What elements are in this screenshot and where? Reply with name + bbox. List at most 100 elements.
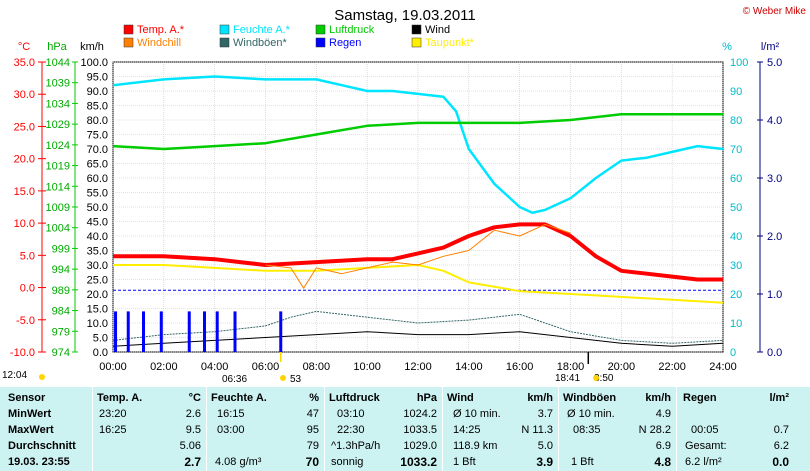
rain-current: 0.0 xyxy=(772,455,789,469)
pressure-tick: 1004 xyxy=(46,223,70,235)
legend-swatch xyxy=(411,24,422,35)
rain-bar xyxy=(203,311,206,352)
rain-total-label: Gesamt: xyxy=(685,440,727,452)
weather-chart: Samstag, 19.03.2011 © Weber Mike Temp. A… xyxy=(2,6,807,385)
wind-header: Wind xyxy=(447,392,474,404)
x-tick-label: 00:00 xyxy=(99,361,127,373)
series-line xyxy=(112,112,723,151)
humidity-tick: 70 xyxy=(730,144,742,156)
wind-tick: 25.0 xyxy=(87,275,108,287)
temp-current: 2.7 xyxy=(184,455,201,469)
wind-tick: 70.0 xyxy=(87,144,108,156)
pressure-max: 1033.5 xyxy=(403,424,437,436)
wind-tick: 40.0 xyxy=(87,231,108,243)
humidity-tick: 40 xyxy=(730,231,742,243)
grid xyxy=(112,61,724,353)
series-line xyxy=(265,223,571,289)
legend-label: Luftdruck xyxy=(329,24,375,36)
legend: Temp. A.*Windchill Feuchte A.*Windböen* Lu… xyxy=(123,24,475,49)
humidity-tick: 50 xyxy=(730,202,742,214)
humidity-current: 70 xyxy=(305,455,319,469)
time-annotation: 18:41 xyxy=(555,373,580,384)
humidity-tick: 90 xyxy=(730,86,742,98)
wind-bft: 1 Bft xyxy=(453,456,476,468)
temp-unit: °C xyxy=(18,41,30,53)
wind-unit-h: km/h xyxy=(527,392,553,404)
x-tick-label: 08:00 xyxy=(303,361,331,373)
x-tick-label: 02:00 xyxy=(150,361,178,373)
humidity-min: 47 xyxy=(306,408,319,420)
rain-tick: 0.0 xyxy=(767,347,782,359)
rain-tick: 2.0 xyxy=(767,231,782,243)
series-line xyxy=(113,264,724,304)
wind-tick: 55.0 xyxy=(87,188,108,200)
wind-tick: 15.0 xyxy=(87,304,108,316)
rain-bar xyxy=(126,311,130,352)
wind-tick: 10.0 xyxy=(87,318,108,330)
temp-tick: 30.0 xyxy=(14,89,35,101)
wind-tick: 50.0 xyxy=(87,202,108,214)
wind-avg10: 3.7 xyxy=(537,408,553,420)
wind-tick: 65.0 xyxy=(87,159,108,171)
rain-unit-h: l/m² xyxy=(769,392,789,404)
pressure-avg: 1029.0 xyxy=(403,440,437,452)
pressure-current: 1033.2 xyxy=(400,455,437,469)
temp-tick: 5.0 xyxy=(20,250,35,262)
marker-dot xyxy=(280,375,286,381)
legend-label: Feuchte A.* xyxy=(233,24,291,36)
wind-tick: 100.0 xyxy=(80,57,108,69)
x-tick-label: 04:00 xyxy=(201,361,229,373)
sensor-row-min: MinWert xyxy=(8,408,52,420)
marker-dot xyxy=(593,375,599,381)
pressure-tick: 974 xyxy=(52,347,70,359)
pressure-tick: 1009 xyxy=(46,202,70,214)
time-annotation: 3:50 xyxy=(594,373,614,384)
wind-tick: 45.0 xyxy=(87,217,108,229)
pressure-tick: 1039 xyxy=(46,78,70,90)
wind-tick: 30.0 xyxy=(87,260,108,272)
annotations: 12:04 06:36 53 18:41 3:50 xyxy=(2,352,614,385)
series-line xyxy=(112,331,724,347)
wind-max: N 11.3 xyxy=(521,424,553,436)
wind-tick: 35.0 xyxy=(87,246,108,258)
gust-current: 4.8 xyxy=(654,455,671,469)
rain-unit: l/m² xyxy=(761,41,780,53)
wind-tick: 75.0 xyxy=(87,130,108,142)
temp-unit-h: °C xyxy=(188,392,201,404)
wind-tick: 85.0 xyxy=(87,101,108,113)
wind-unit: km/h xyxy=(80,41,104,53)
col-rain: Regen l/m² 00:05 0.7 Gesamt: 6.2 6.2 l/m² 0.… xyxy=(677,387,793,471)
x-tick-label: 24:00 xyxy=(709,361,737,373)
temp-min-time: 23:20 xyxy=(99,408,127,420)
x-tick-label: 14:00 xyxy=(455,361,483,373)
chart-title: Samstag, 19.03.2011 xyxy=(334,7,476,24)
pressure-forecast: sonnig xyxy=(331,456,364,468)
legend-swatch xyxy=(219,37,230,48)
pressure-header: Luftdruck xyxy=(329,392,380,404)
col-sensor: Sensor MinWert MaxWert Durchschnitt 19.0… xyxy=(4,387,92,471)
wind-tick: 95.0 xyxy=(87,72,108,84)
series-line xyxy=(112,310,724,344)
wind-tick: 5.0 xyxy=(93,333,108,345)
wind-run: 118.9 km xyxy=(453,440,498,452)
time-annotation: 12:04 xyxy=(2,370,27,381)
x-tick-label: 20:00 xyxy=(608,361,636,373)
humidity-tick: 30 xyxy=(730,260,742,272)
humidity-unit: % xyxy=(722,41,732,53)
humidity-tick: 20 xyxy=(730,289,742,301)
temp-avg: 5.06 xyxy=(179,440,201,452)
x-tick-label: 18:00 xyxy=(557,361,585,373)
rain-bar xyxy=(142,311,145,352)
pressure-unit: hPa xyxy=(47,41,67,53)
pressure-tick: 1019 xyxy=(46,161,70,173)
temp-max-time: 16:25 xyxy=(99,424,127,436)
humidity-max-time: 03:00 xyxy=(217,424,245,436)
wind-tick: 90.0 xyxy=(87,86,108,98)
temp-tick: -10.0 xyxy=(10,347,35,359)
copyright: © Weber Mike xyxy=(743,6,807,17)
x-axis-ticks: 00:00 02:00 04:00 06:00 08:00 10:00 12:00 14:00… xyxy=(99,361,737,373)
temp-tick: 10.0 xyxy=(14,218,35,230)
temp-tick: 35.0 xyxy=(14,57,35,69)
x-tick-label: 16:00 xyxy=(506,361,534,373)
wind-tick: 60.0 xyxy=(87,173,108,185)
